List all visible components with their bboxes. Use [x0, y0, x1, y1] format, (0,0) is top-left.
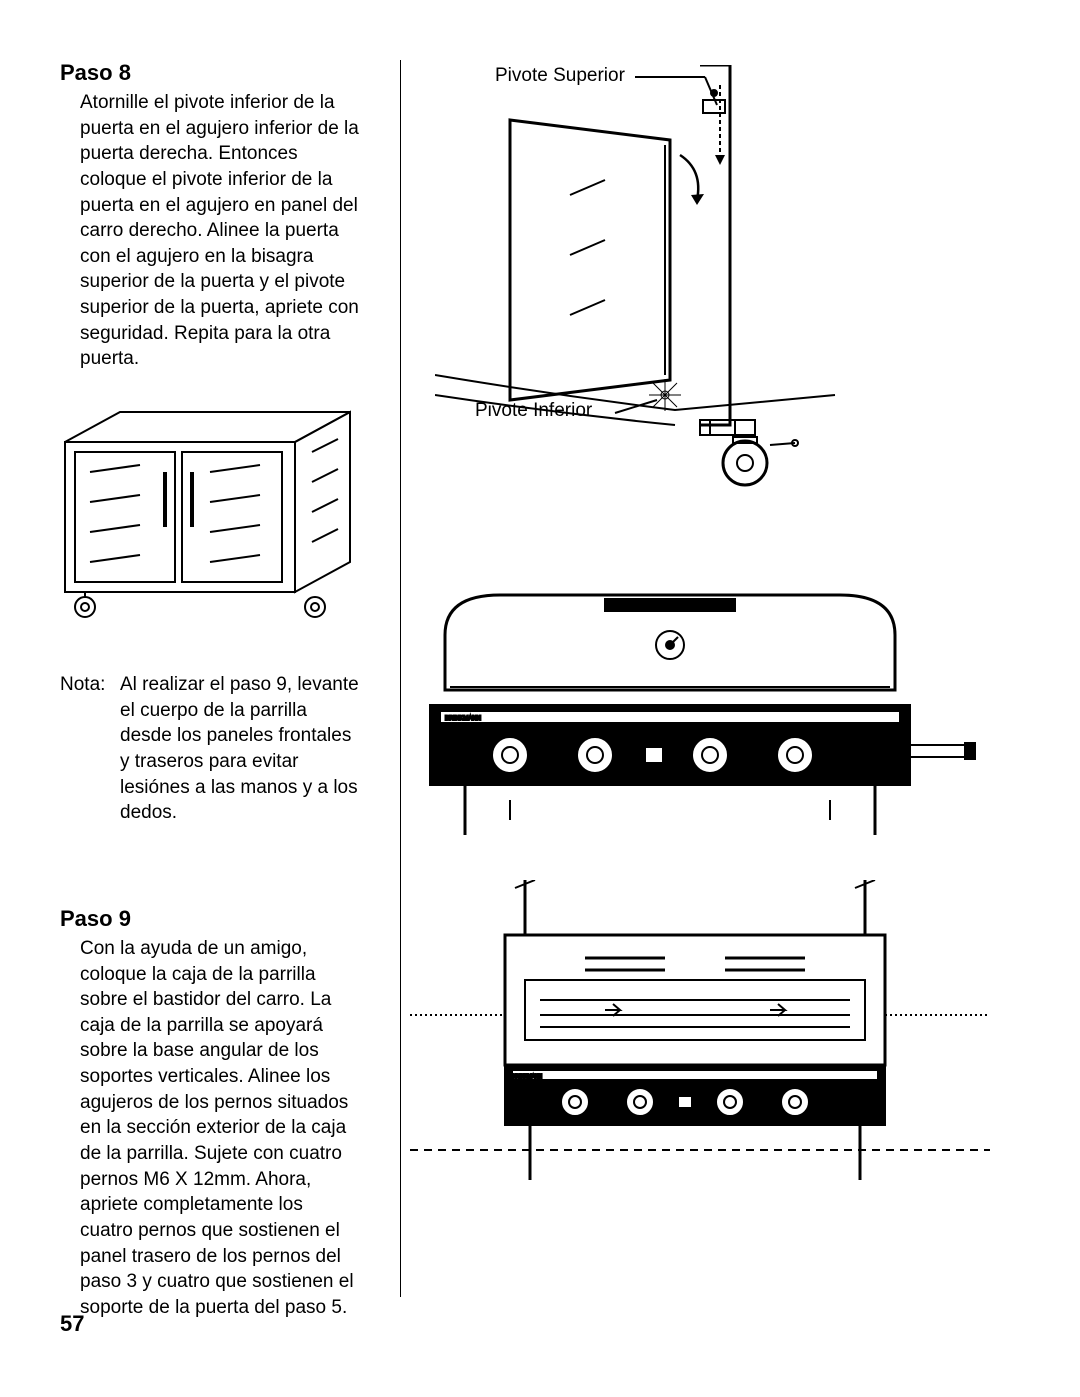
nota-label: Nota:	[60, 672, 120, 826]
nota-body: Al realizar el paso 9, levante el cuerpo…	[120, 672, 360, 826]
door-pivot-diagram	[435, 65, 865, 505]
page-number: 57	[60, 1311, 84, 1337]
svg-text:ProSeries: ProSeries	[512, 1081, 545, 1088]
step9-body: Con la ayuda de un amigo, coloque la caj…	[80, 936, 360, 1321]
svg-text:6419: 6419	[445, 732, 461, 739]
step9-title: Paso 9	[60, 906, 360, 932]
step8-title: Paso 8	[60, 60, 360, 86]
svg-text:BRINKMANN: BRINKMANN	[512, 1074, 542, 1080]
grill-front-diagram: BRINKMANN ProSeries 6419	[410, 575, 990, 855]
svg-text:ProSeries: ProSeries	[445, 722, 483, 731]
cabinet-diagram	[60, 397, 360, 627]
svg-text:6419: 6419	[512, 1089, 526, 1095]
step8-body: Atornille el pivote inferior de la puert…	[80, 90, 360, 372]
grill-top-diagram: BRINKMANN ProSeries 6419	[410, 880, 990, 1200]
